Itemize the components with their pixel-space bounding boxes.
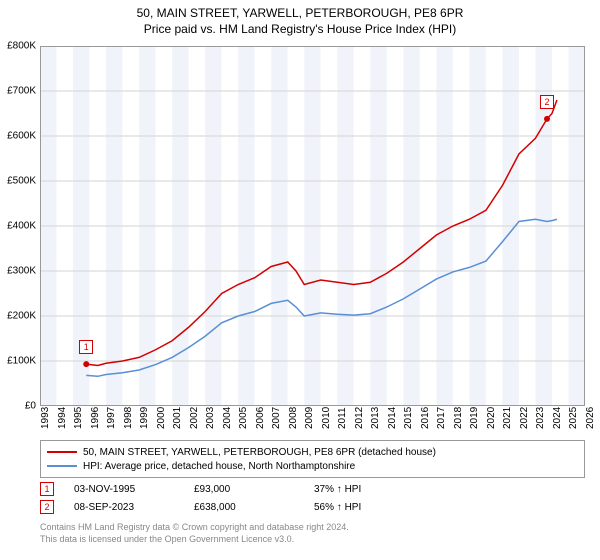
x-axis-label: 2012 [354, 407, 365, 429]
legend-label: 50, MAIN STREET, YARWELL, PETERBOROUGH, … [83, 447, 436, 458]
x-axis-label: 2000 [156, 407, 167, 429]
marker-price: £93,000 [194, 484, 294, 495]
chart-marker-2: 2 [540, 95, 554, 109]
y-axis-label: £700K [2, 86, 36, 97]
marker-table: 1 03-NOV-1995 £93,000 37% ↑ HPI 2 08-SEP-2023… [40, 480, 585, 516]
x-axis-label: 2022 [519, 407, 530, 429]
y-axis-label: £500K [2, 176, 36, 187]
x-axis-label: 2002 [189, 407, 200, 429]
legend-swatch [47, 451, 77, 453]
x-axis-label: 2009 [304, 407, 315, 429]
legend-item: 50, MAIN STREET, YARWELL, PETERBOROUGH, … [47, 445, 578, 459]
x-axis-label: 2020 [486, 407, 497, 429]
marker-date: 03-NOV-1995 [74, 484, 174, 495]
marker-date: 08-SEP-2023 [74, 502, 174, 513]
x-axis-label: 1994 [57, 407, 68, 429]
y-axis-label: £600K [2, 131, 36, 142]
chart-title-address: 50, MAIN STREET, YARWELL, PETERBOROUGH, … [0, 6, 600, 20]
x-axis-label: 2015 [403, 407, 414, 429]
x-axis-label: 1999 [139, 407, 150, 429]
x-axis-label: 2001 [172, 407, 183, 429]
marker-row: 1 03-NOV-1995 £93,000 37% ↑ HPI [40, 480, 585, 498]
x-axis-label: 1993 [40, 407, 51, 429]
x-axis-label: 2018 [453, 407, 464, 429]
y-axis-label: £200K [2, 311, 36, 322]
footer-attribution: Contains HM Land Registry data © Crown c… [40, 522, 585, 545]
x-axis-label: 2003 [205, 407, 216, 429]
x-axis-label: 2026 [585, 407, 596, 429]
x-axis-label: 2006 [255, 407, 266, 429]
x-axis-label: 1995 [73, 407, 84, 429]
legend-item: HPI: Average price, detached house, Nort… [47, 459, 578, 473]
chart-area: £0£100K£200K£300K£400K£500K£600K£700K£80… [40, 46, 585, 406]
legend-swatch [47, 465, 77, 467]
y-axis-label: £100K [2, 356, 36, 367]
marker-number-box: 1 [40, 482, 54, 496]
x-axis-label: 2021 [502, 407, 513, 429]
footer-line2: This data is licensed under the Open Gov… [40, 534, 585, 546]
marker-pct: 37% ↑ HPI [314, 484, 414, 495]
chart-subtitle: Price paid vs. HM Land Registry's House … [0, 22, 600, 36]
x-axis-label: 2005 [238, 407, 249, 429]
y-axis-label: £300K [2, 266, 36, 277]
marker-price: £638,000 [194, 502, 294, 513]
legend-box: 50, MAIN STREET, YARWELL, PETERBOROUGH, … [40, 440, 585, 478]
x-axis-label: 2004 [222, 407, 233, 429]
x-axis-label: 2011 [337, 407, 348, 429]
x-axis-label: 2025 [568, 407, 579, 429]
marker-number-box: 2 [40, 500, 54, 514]
x-axis-label: 1998 [123, 407, 134, 429]
legend-label: HPI: Average price, detached house, Nort… [83, 461, 355, 472]
x-axis-label: 1997 [106, 407, 117, 429]
x-axis-label: 2017 [436, 407, 447, 429]
y-axis-label: £400K [2, 221, 36, 232]
x-axis-label: 2007 [271, 407, 282, 429]
chart-marker-1: 1 [79, 340, 93, 354]
x-axis-label: 2014 [387, 407, 398, 429]
x-axis-label: 2010 [321, 407, 332, 429]
x-axis-label: 2024 [552, 407, 563, 429]
footer-line1: Contains HM Land Registry data © Crown c… [40, 522, 585, 534]
y-axis-label: £0 [2, 401, 36, 412]
marker-row: 2 08-SEP-2023 £638,000 56% ↑ HPI [40, 498, 585, 516]
marker-pct: 56% ↑ HPI [314, 502, 414, 513]
y-axis-label: £800K [2, 41, 36, 52]
line-chart [40, 46, 585, 406]
x-axis-label: 2023 [535, 407, 546, 429]
x-axis-label: 2013 [370, 407, 381, 429]
x-axis-label: 2016 [420, 407, 431, 429]
x-axis-label: 1996 [90, 407, 101, 429]
x-axis-label: 2008 [288, 407, 299, 429]
x-axis-label: 2019 [469, 407, 480, 429]
